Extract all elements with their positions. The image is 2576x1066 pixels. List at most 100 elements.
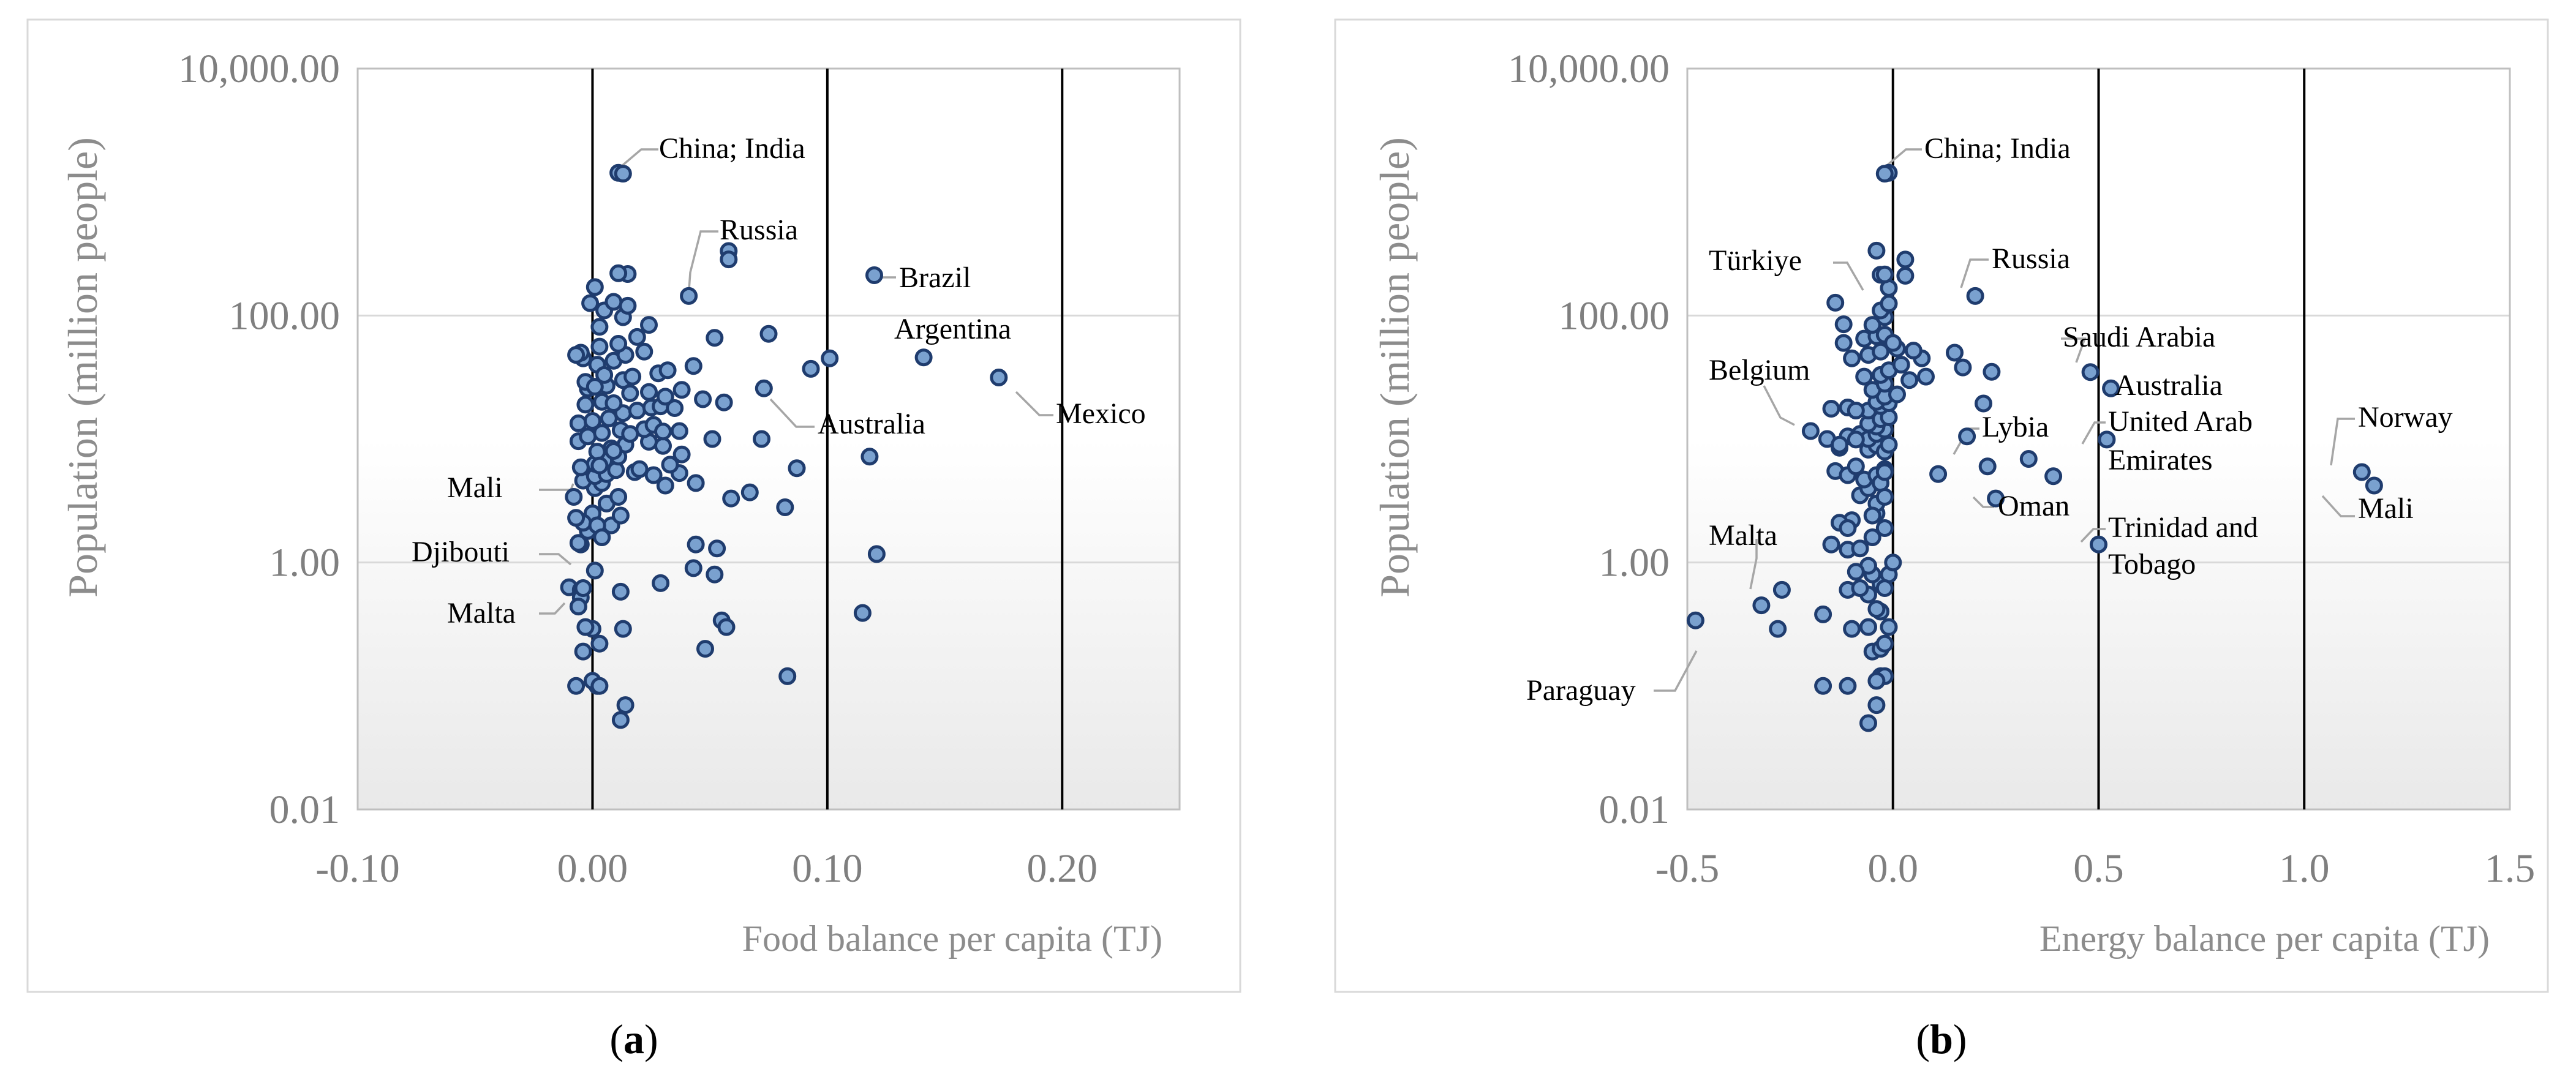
panel-a-data-point [583,412,601,430]
panel-a-data-point [614,620,632,638]
panel-b-data-point [1958,427,1976,446]
panel-b-data-point [1801,422,1820,440]
panel-a-data-point [635,342,653,361]
panel-a-data-point [581,294,600,312]
panel-b-data-point [1822,400,1840,418]
panel-a-data-point [821,349,839,367]
panel-a-x-tick-labels: -0.10 0.00 0.10 0.20 [315,846,1098,891]
panel-b-y-tick-0: 0.01 [1599,787,1670,832]
panel-a-x-tick-0: -0.10 [315,846,399,891]
panel-b-leader-belgium [1763,385,1795,426]
panel-b-label-norway: Norway [2358,401,2453,434]
panel-a-plot-frame [356,67,1181,811]
panel-b-data-point [1875,579,1894,597]
panel-a-data-point [611,711,630,729]
panel-a-data-point [914,348,933,367]
panel-b-label-mali: Mali [2358,492,2414,525]
panel-a-data-point [788,459,806,478]
panel-a-y-tick-labels: 0.01 1.00 100.00 10,000.00 [178,47,340,832]
panel-b-data-point [1839,677,1857,695]
panel-b-data-point [1875,463,1894,481]
panel-a-data-point [621,384,639,402]
panel-b-x-tick-labels: -0.5 0.0 0.5 1.0 1.5 [1655,846,2535,891]
panel-a-data-point [569,534,587,552]
panel-b-label-t-rkiye: Türkiye [1709,244,1802,277]
panel-b-data-point [1859,714,1877,732]
panel-a-label-mexico: Mexico [1056,397,1146,430]
panel-a-data-point [588,443,606,461]
panel-b-point-labels: China; India Russia Türkiye Saudi Arabia Aus… [1526,132,2453,707]
panel-b-data-point [2019,450,2038,468]
panel-b-data-point [1892,356,1910,374]
panel-a-data-point [696,640,714,658]
panel-a-data-point [567,346,586,364]
panel-a-data-point [604,293,623,311]
panel-b-data-point [1834,334,1853,352]
panel-b-data-point [1888,385,1906,404]
panel-a-data-point [684,559,702,577]
panel-a-data-point [654,437,672,455]
panel-b-data-point [2365,476,2383,495]
panel-b-data-point [2090,535,2107,554]
panel-b-data-point [1867,672,1886,690]
panel-a-data-point [722,489,740,508]
panel-b-points [1686,163,2383,732]
panel-a-data-point [687,535,705,554]
panel-b-data-point [1954,358,1972,377]
panel-a-x-tick-3: 0.20 [1027,846,1098,891]
panel-a-data-point [776,498,794,516]
panel-a-data-point [670,422,688,440]
panel-a-data-point [590,318,609,336]
panel-b-data-point [1859,618,1877,636]
panel-a-data-point [576,396,595,414]
panel-a-data-point [853,604,872,622]
panel-a-data-point [567,509,586,527]
panel-a-data-point [672,445,691,464]
panel-b-x-tick-3: 1.0 [2279,846,2330,891]
panel-b-label-emirates: Emirates [2108,444,2213,476]
panel-a-data-point [740,483,759,501]
panel-b-data-point [2044,467,2063,486]
panel-b-data-point [1917,367,1935,386]
panel-a-label-russia: Russia [720,214,798,246]
panel-b-data-point [1834,315,1853,334]
panel-b-leader-russia [1960,258,1989,288]
panel-a-caption: (a) [609,1016,658,1062]
panel-b-data-point [1875,265,1894,283]
panel-b-x-tick-0: -0.5 [1655,846,1719,891]
panel-a-data-point [755,379,773,397]
panel-b-label-australia: Australia [2115,369,2223,402]
panel-b-data-point [1880,295,1898,313]
panel-a-data-point [687,474,705,492]
panel-b-label-oman: Oman [1998,490,2069,522]
panel-a-data-point [708,539,726,558]
panel-a-data-point [590,456,609,475]
panel-a-data-point [609,488,628,506]
panel-b-data-point [1831,435,1848,454]
panel-b-data-point [1875,165,1894,183]
panel-b-label-united-arab: United Arab [2108,405,2253,438]
panel-a-leader-china-india [620,148,658,168]
panel-a-leader-mexico [1015,391,1053,416]
panel-b-data-point [1904,342,1923,360]
panel-b-label-lybia: Lybia [1982,411,2049,443]
panel-b-data-point [1863,506,1881,525]
panel-b-data-point [1929,465,1948,483]
panel-b-leader-china-india [1881,148,1922,170]
panel-a-y-tick-0: 0.01 [269,787,341,832]
panel-a-data-point [604,394,623,412]
panel-a-caption-close: ) [644,1016,658,1062]
panel-a-data-point [861,448,879,466]
panel-b-data-point [1843,620,1861,638]
panel-a-x-tick-2: 0.10 [792,846,863,891]
panel-a-x-axis-title: Food balance per capita (TJ) [742,918,1162,959]
panel-b-caption-open: ( [1916,1016,1930,1062]
panel-b-data-point [1847,430,1865,449]
panel-a-data-point [720,250,738,269]
panel-b-x-axis-title: Energy balance per capita (TJ) [2039,918,2490,959]
panel-a-data-point [644,466,663,484]
panel-a-leader-australia [769,398,815,428]
panel-b-data-point [1863,316,1881,334]
panel-a-data-point [717,618,736,636]
